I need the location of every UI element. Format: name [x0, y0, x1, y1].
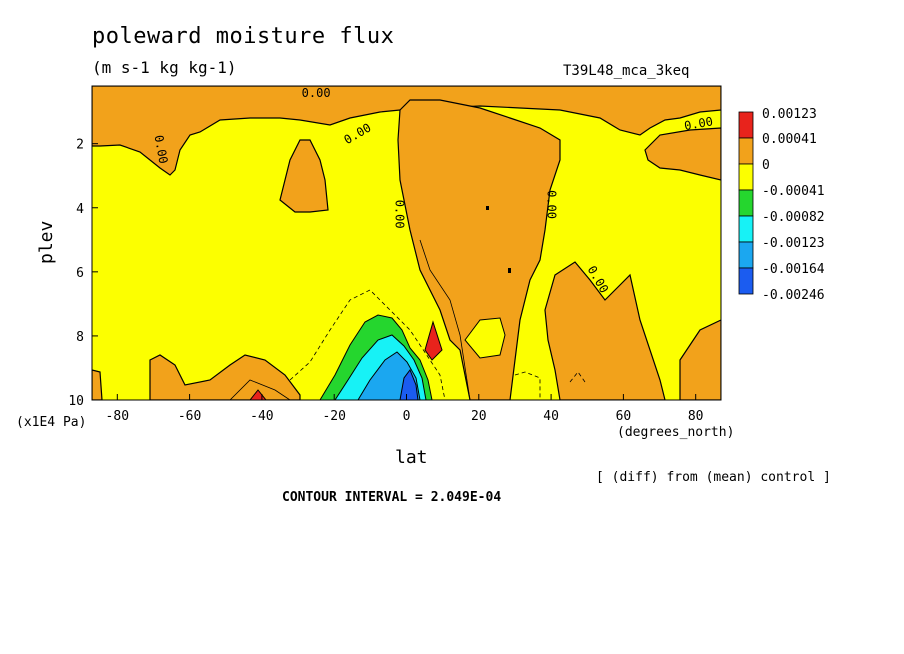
negative-contours [289, 289, 586, 400]
positive-contours [229, 239, 471, 400]
contour-interval-note: CONTOUR INTERVAL = 2.049E-04 [282, 490, 502, 505]
x-tick-label: -80 [106, 409, 129, 424]
contour-labels: 0.000.000.000.00 0.000.000.00 [152, 86, 714, 295]
colorbar-swatch [738, 111, 754, 139]
colorbar-label: 0.00123 [762, 107, 817, 122]
inner-yellow-hole [464, 317, 506, 359]
colorbar-label: -0.00041 [762, 184, 825, 199]
x-tick-label: 80 [688, 409, 704, 424]
upper-right-positive-region [644, 127, 721, 181]
y-axis-units: (x1E4 Pa) [16, 415, 87, 430]
x-tick-label: -40 [250, 409, 273, 424]
central-positive-region [397, 99, 561, 400]
x-tick-label: 0 [403, 409, 411, 424]
contour-label: 0.00 [683, 114, 714, 133]
contour-label: 0.00 [302, 86, 331, 100]
y-tick-label: 8 [76, 330, 84, 345]
x-tick-label: -20 [322, 409, 345, 424]
x-tick-label: 40 [543, 409, 559, 424]
y-tick-label: 2 [76, 138, 84, 153]
contour-label: 0.00 [152, 134, 171, 165]
y-tick-label: 6 [76, 266, 84, 281]
contour-dot [508, 268, 511, 273]
right-positive-region [544, 261, 666, 400]
colorbar-label: -0.00123 [762, 236, 825, 251]
chart-title: poleward moisture flux [92, 24, 395, 49]
diff-note: [ (diff) from (mean) control ] [596, 470, 831, 485]
deep-blue-region [399, 368, 419, 400]
colorbar-swatch [738, 267, 754, 295]
chart-units: (m s-1 kg kg-1) [92, 58, 237, 77]
colorbar-swatch [738, 215, 754, 243]
colorbar-label: -0.00082 [762, 210, 825, 225]
colorbar-swatch [738, 137, 754, 165]
red-peak-region [424, 320, 443, 361]
x-tick-label: 60 [616, 409, 632, 424]
x-axis-label: lat [395, 447, 428, 468]
y-axis-ticks: 2 4 6 8 10 [68, 138, 98, 409]
lower-left-positive-region [149, 354, 301, 400]
contour-label: 0.00 [544, 190, 558, 219]
x-axis-units: (degrees_north) [617, 425, 735, 440]
colorbar-label: 0.00041 [762, 132, 817, 147]
colorbar-label: -0.00164 [762, 262, 825, 277]
x-tick-label: -60 [178, 409, 201, 424]
colorbar-swatch [738, 163, 754, 191]
plot-area [92, 86, 721, 400]
top-positive-region [92, 86, 721, 176]
colorbar-label: -0.00246 [762, 288, 825, 303]
colorbar-legend: 0.00123 0.00041 0 -0.00041 -0.00082 -0.00123 -… [738, 107, 825, 303]
x-tick-label: 20 [471, 409, 487, 424]
x-axis-ticks: -80 -60 -40 -20 0 20 40 60 80 [106, 394, 704, 424]
y-tick-label: 4 [76, 202, 84, 217]
contour-dot [486, 206, 489, 210]
experiment-label: T39L48_mca_3keq [563, 63, 690, 79]
colorbar-label: 0 [762, 158, 770, 173]
west-edge-positive-region [92, 369, 103, 400]
colorbar-swatch [738, 189, 754, 217]
contour-label: 0.00 [393, 200, 407, 229]
left-positive-region [279, 139, 329, 213]
far-right-positive-region [679, 319, 721, 400]
colorbar-swatch [738, 241, 754, 269]
y-tick-label: 10 [68, 394, 84, 409]
